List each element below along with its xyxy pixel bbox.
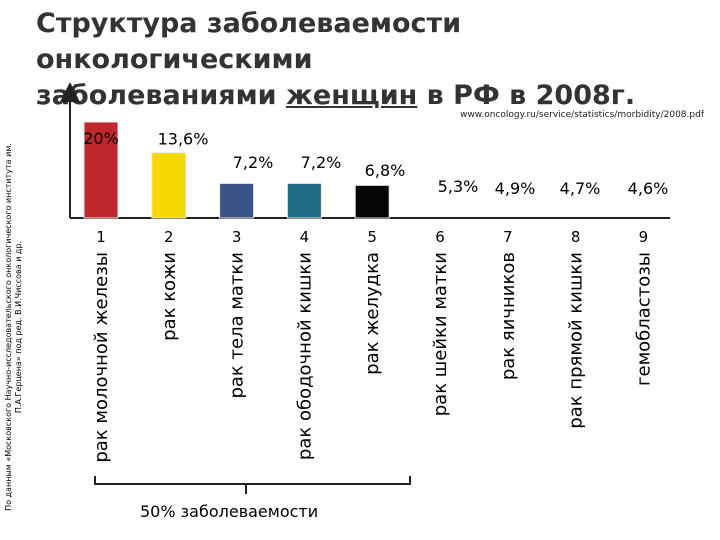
bar-1 xyxy=(83,121,119,219)
bar-4 xyxy=(286,182,322,219)
category-label-1: рак молочной железы xyxy=(91,252,112,463)
category-label-5: рак желудка xyxy=(362,252,383,375)
rank-4: 4 xyxy=(300,228,310,246)
value-label-1: 20% xyxy=(83,129,119,148)
rank-2: 2 xyxy=(164,228,174,246)
rank-9: 9 xyxy=(639,228,649,246)
value-label-6: 5,3% xyxy=(438,177,479,196)
brace xyxy=(94,476,411,494)
title-line2-post: в РФ в 2008г. xyxy=(417,80,636,111)
page-title: Структура заболеваемости онкологическими… xyxy=(36,6,716,114)
rank-6: 6 xyxy=(435,228,445,246)
category-label-9: гемобластозы xyxy=(633,252,654,386)
value-label-9: 4,6% xyxy=(628,179,669,198)
category-label-3: рак тела матки xyxy=(227,252,248,399)
categories-group: рак молочной железы рак кожи рак тела матк… xyxy=(91,252,654,463)
title-line1: Структура заболеваемости онкологическими xyxy=(36,8,462,75)
rank-8: 8 xyxy=(571,228,581,246)
bars-group xyxy=(83,121,390,219)
category-label-4: рак ободочной кишки xyxy=(294,252,315,460)
rank-3: 3 xyxy=(232,228,242,246)
value-label-3: 7,2% xyxy=(233,153,274,172)
bar-3 xyxy=(219,182,255,219)
value-label-8: 4,7% xyxy=(560,179,601,198)
value-label-4: 7,2% xyxy=(301,153,342,172)
category-label-6: рак шейки матки xyxy=(430,252,451,416)
ranks-group: 1 2 3 4 5 6 7 8 9 xyxy=(96,228,648,246)
rank-7: 7 xyxy=(503,228,513,246)
category-label-2: рак кожи xyxy=(159,252,180,341)
rank-1: 1 xyxy=(96,228,106,246)
rank-5: 5 xyxy=(367,228,377,246)
title-line2-underlined: женщин xyxy=(286,80,418,111)
category-label-8: рак прямой кишки xyxy=(566,252,587,429)
bar-2 xyxy=(151,152,187,219)
source-url: www.oncology.ru/service/statistics/morbi… xyxy=(460,110,704,120)
category-label-7: рак яичников xyxy=(498,252,519,380)
value-label-7: 4,9% xyxy=(495,179,536,198)
value-labels-group: 20% 13,6% 7,2% 7,2% 6,8% 5,3% 4,9% 4,7% 4,6% xyxy=(83,129,668,198)
value-label-2: 13,6% xyxy=(158,130,209,149)
brace-label: 50% заболеваемости xyxy=(140,502,319,521)
value-label-5: 6,8% xyxy=(365,161,406,180)
bar-5 xyxy=(354,184,390,219)
